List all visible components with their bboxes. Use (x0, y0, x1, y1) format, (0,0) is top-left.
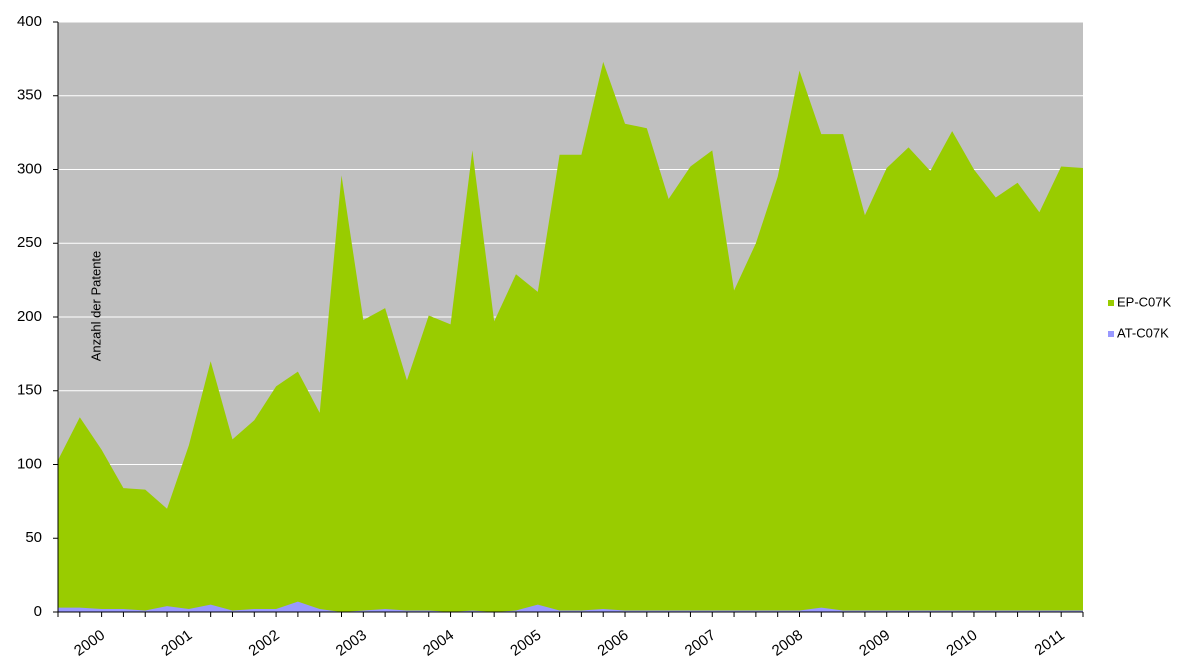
x-tick-label: 2000 (71, 627, 108, 660)
x-tick-label: 2006 (595, 627, 632, 660)
x-tick-label: 2004 (420, 627, 457, 660)
legend-swatch (1108, 331, 1114, 337)
y-tick-label: 200 (17, 308, 42, 325)
y-tick-label: 400 (17, 13, 42, 30)
y-tick-label: 100 (17, 455, 42, 472)
legend-label: EP-C07K (1117, 294, 1172, 309)
x-tick-label: 2008 (769, 627, 806, 660)
x-tick-label: 2009 (856, 627, 893, 660)
y-tick-label: 150 (17, 382, 42, 399)
area (58, 61, 1083, 612)
legend-label: AT-C07K (1117, 325, 1169, 340)
x-tick-label: 2007 (682, 627, 719, 660)
x-tick-label: 2001 (158, 627, 195, 660)
x-tick-label: 2010 (943, 627, 980, 660)
y-tick-label: 50 (25, 529, 42, 546)
y-tick-label: 300 (17, 160, 42, 177)
y-tick-label: 0 (34, 603, 42, 620)
y-axis-label: Anzahl der Patente (88, 251, 103, 362)
legend: EP-C07K AT-C07K (1108, 294, 1172, 340)
y-tick-label: 250 (17, 234, 42, 251)
x-tick-label: 2003 (333, 627, 370, 660)
x-tick-label: 2011 (1032, 627, 1068, 659)
y-tick-label: 350 (17, 87, 42, 104)
legend-swatch (1108, 300, 1114, 306)
x-tick-label: 2002 (246, 627, 283, 660)
x-tick-label: 2005 (507, 627, 544, 660)
area (58, 601, 1083, 612)
